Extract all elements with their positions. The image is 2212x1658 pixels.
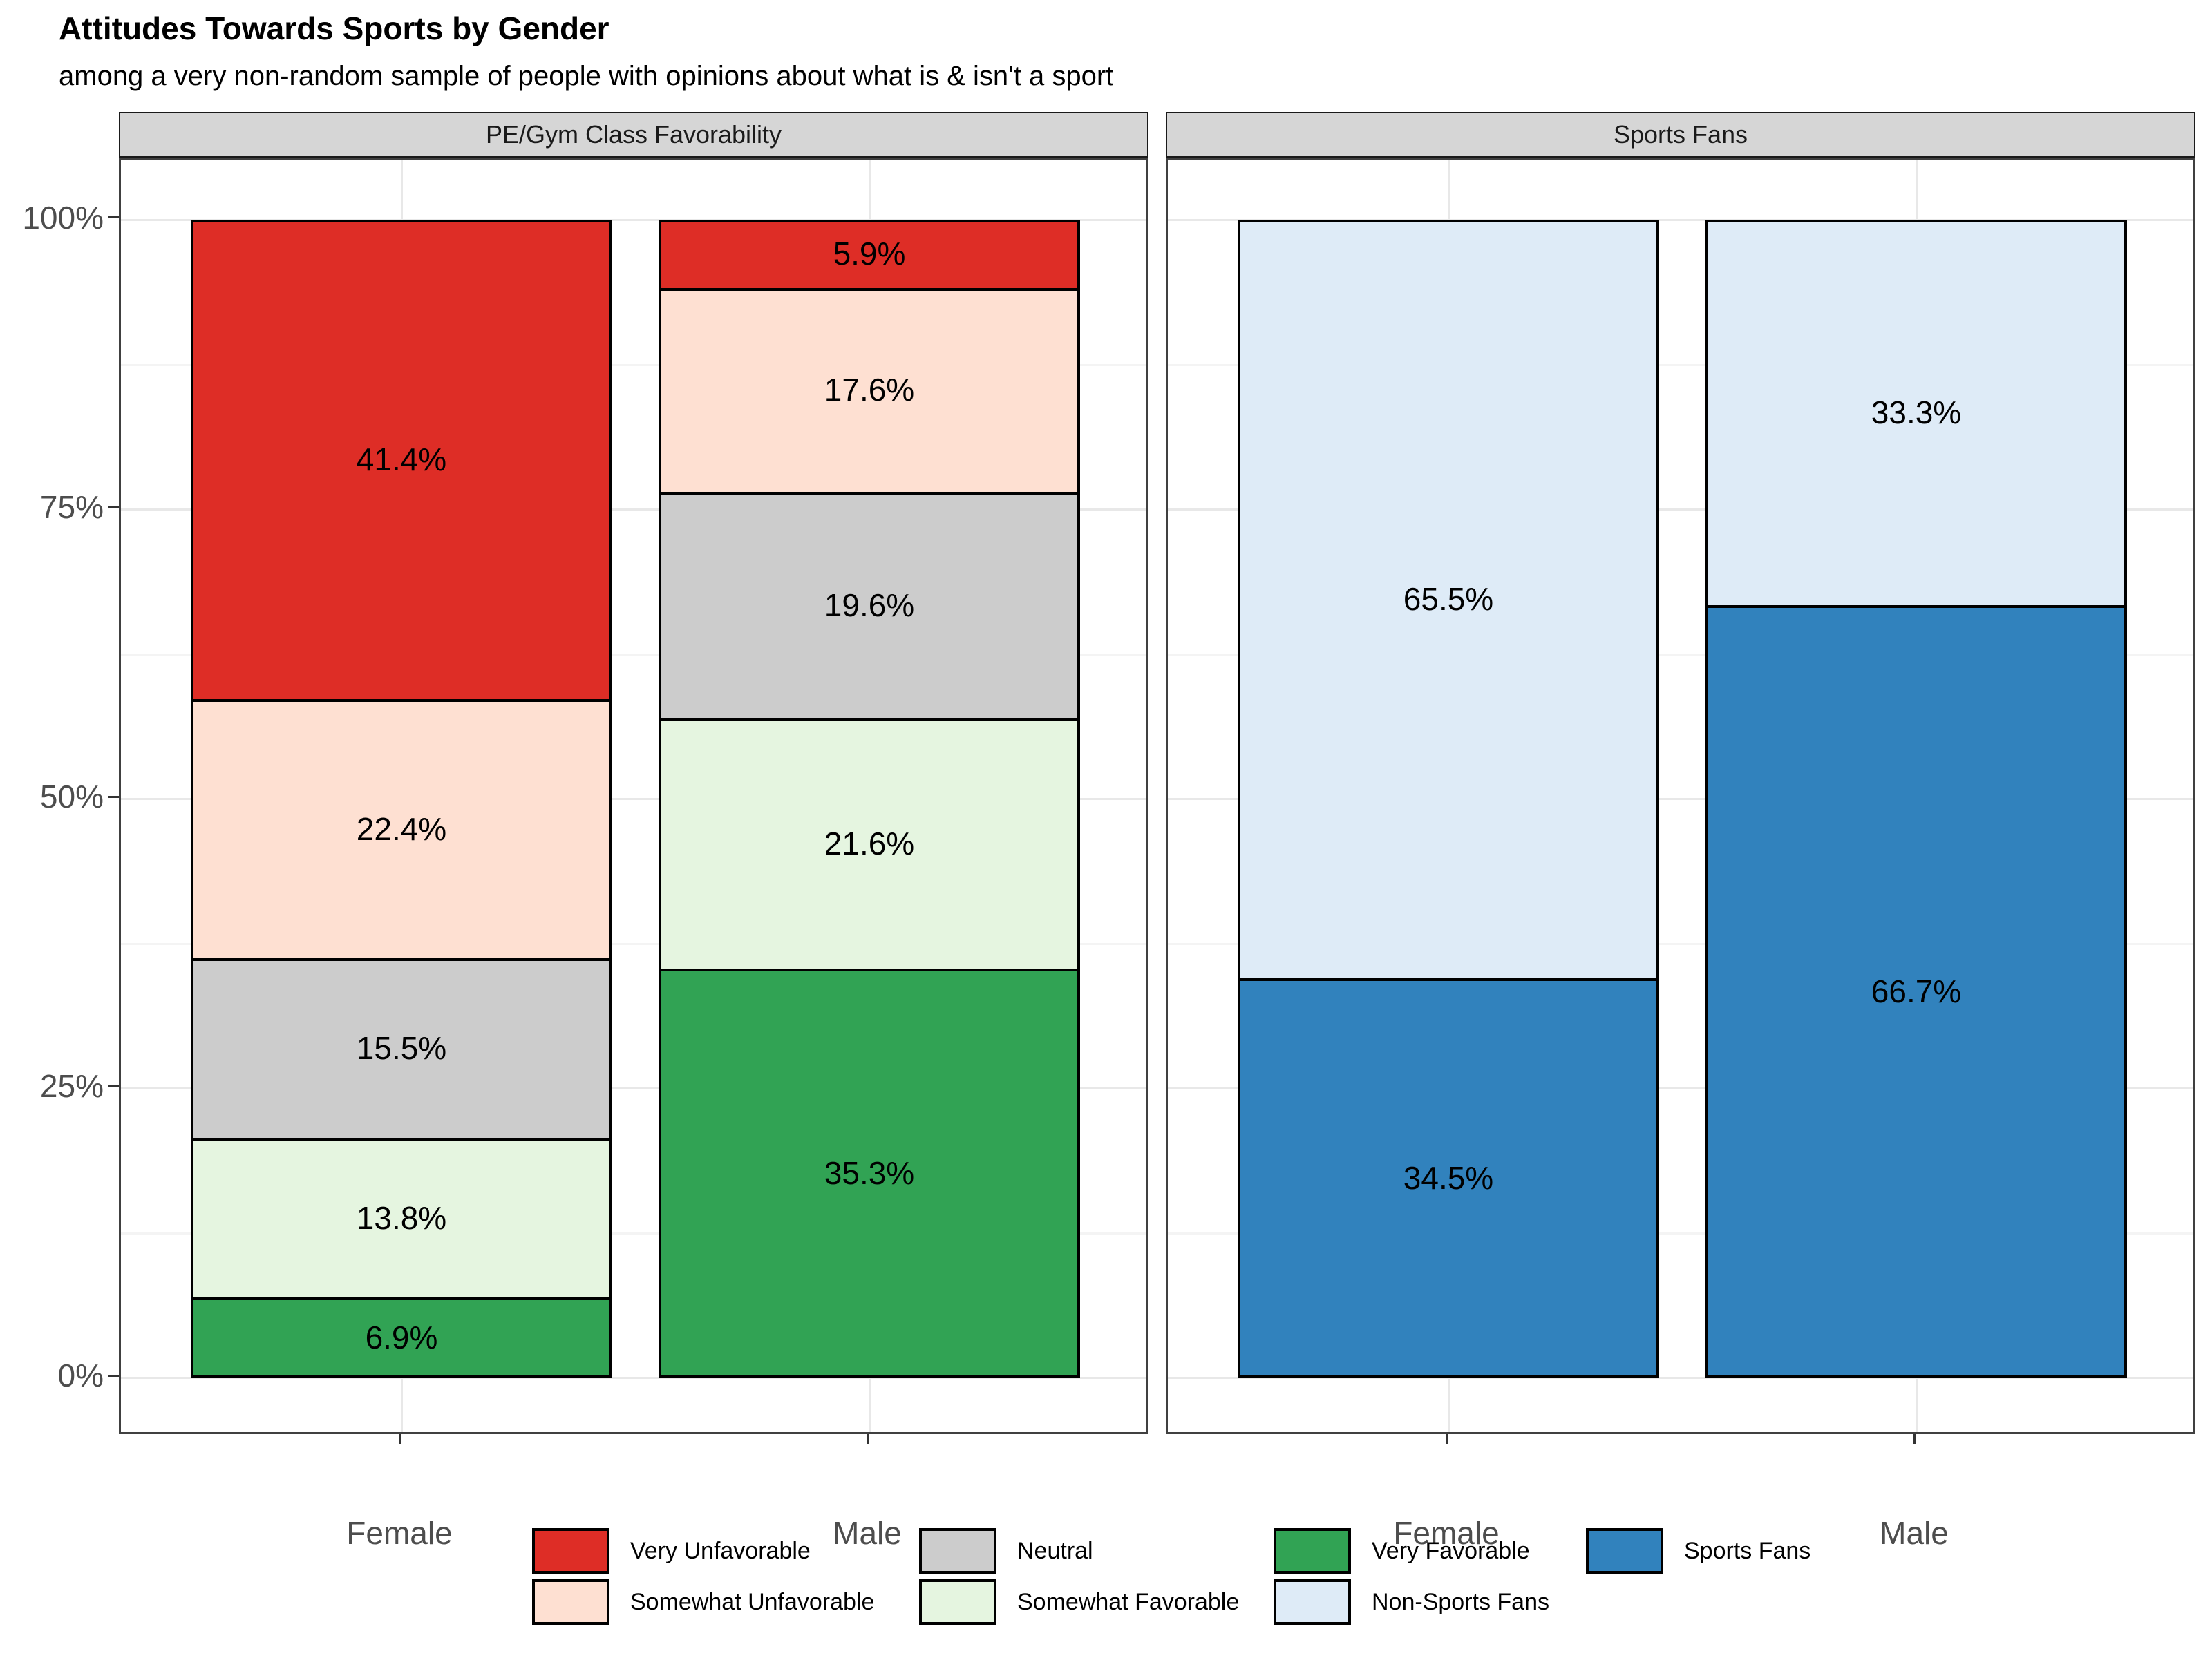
gridline-major: [1168, 798, 2193, 800]
bar-segment: [191, 1138, 612, 1297]
gridline-minor: [1168, 653, 2193, 656]
x-axis-tick: [1913, 1434, 1916, 1444]
bar-segment-label: 65.5%: [1403, 581, 1494, 617]
y-axis-tick: [108, 796, 119, 798]
gridline-major: [1168, 508, 2193, 511]
legend-key: [1274, 1579, 1351, 1625]
gridline-minor: [121, 1232, 1146, 1235]
bar-segment: [1238, 978, 1659, 1378]
bar-segment-label: 35.3%: [824, 1155, 915, 1191]
legend-label: Non-Sports Fans: [1372, 1589, 1549, 1615]
legend-key: [919, 1579, 996, 1625]
facet-strip-label: PE/Gym Class Favorability: [485, 120, 782, 149]
legend-key: [532, 1528, 609, 1574]
gridline-major: [121, 1377, 1146, 1379]
gridline-major: [121, 798, 1146, 800]
y-axis-tick: [108, 506, 119, 508]
bar-segment: [659, 718, 1080, 969]
bar-segment-label: 66.7%: [1871, 973, 1962, 1009]
y-axis-tick: [108, 1085, 119, 1087]
bar-segment: [1705, 220, 2127, 605]
facet-panel-pe-gym-class-favorability: 6.9% 13.8% 15.5% 22.4% 41.4% 35.3% 21.6% 19.6% 1…: [119, 158, 1148, 1434]
bar-segment-label: 6.9%: [365, 1319, 438, 1355]
gridline-major: [1168, 1087, 2193, 1089]
bar-segment-label: 22.4%: [356, 811, 447, 847]
y-axis-tick: [108, 1375, 119, 1377]
gridline-minor: [1168, 363, 2193, 366]
y-axis-tick-label: 50%: [39, 779, 104, 814]
x-axis-tick-label: Female: [346, 1515, 453, 1551]
x-axis-tick-label: Male: [1880, 1515, 1949, 1551]
facet-strip-pe-gym-class-favorability: PE/Gym Class Favorability: [119, 112, 1148, 158]
chart-subtitle: among a very non-random sample of people…: [59, 61, 1114, 91]
bar-segment-label: 19.6%: [824, 587, 915, 623]
bar-segment-label: 15.5%: [356, 1030, 447, 1066]
gridline-major: [1168, 219, 2193, 221]
bar-segment: [191, 1297, 612, 1378]
facet-panel-sports-fans: 34.5% 65.5% 66.7% 33.3%: [1166, 158, 2195, 1434]
bar-segment: [659, 220, 1080, 288]
legend-key: [1274, 1528, 1351, 1574]
chart-title: Attitudes Towards Sports by Gender: [59, 10, 609, 46]
legend-label: Somewhat Unfavorable: [630, 1589, 875, 1615]
bar-segment-label: 13.8%: [356, 1200, 447, 1236]
gridline-major: [121, 1087, 1146, 1089]
legend-key: [1586, 1528, 1663, 1574]
gridline-major: [1168, 1377, 2193, 1379]
bar-segment-label: 33.3%: [1871, 394, 1962, 430]
bar-segment: [1705, 605, 2127, 1378]
gridline-minor: [121, 942, 1146, 945]
y-axis-tick: [108, 216, 119, 218]
x-axis-tick: [867, 1434, 869, 1444]
gridline-minor: [121, 653, 1146, 656]
bar-segment: [659, 969, 1080, 1378]
y-axis-tick-label: 75%: [39, 489, 104, 525]
bar-segment: [191, 699, 612, 958]
gridline-major: [121, 508, 1146, 511]
bar-segment-label: 21.6%: [824, 826, 915, 861]
x-axis-tick: [399, 1434, 401, 1444]
x-axis-tick-label: Male: [833, 1515, 902, 1551]
legend-label: Sports Fans: [1684, 1538, 1811, 1564]
legend-key: [919, 1528, 996, 1574]
legend-label: Very Unfavorable: [630, 1538, 811, 1564]
legend-label: Very Favorable: [1372, 1538, 1530, 1564]
x-axis-tick: [1446, 1434, 1448, 1444]
legend-label: Neutral: [1017, 1538, 1093, 1564]
bar-segment: [1238, 220, 1659, 978]
bar-segment: [659, 288, 1080, 492]
bar-segment-label: 34.5%: [1403, 1160, 1494, 1196]
bar-segment-label: 5.9%: [833, 236, 906, 271]
y-axis-tick-label: 0%: [57, 1357, 104, 1393]
bar-segment: [191, 958, 612, 1138]
gridline-major: [121, 219, 1146, 221]
facet-strip-sports-fans: Sports Fans: [1166, 112, 2195, 158]
bar-segment: [659, 492, 1080, 718]
bar-segment: [191, 220, 612, 699]
legend-label: Somewhat Favorable: [1017, 1589, 1240, 1615]
y-axis-tick-label: 100%: [22, 200, 104, 236]
gridline-minor: [121, 363, 1146, 366]
y-axis-tick-label: 25%: [39, 1068, 104, 1104]
facet-strip-label: Sports Fans: [1613, 120, 1748, 149]
legend-key: [532, 1579, 609, 1625]
gridline-minor: [1168, 942, 2193, 945]
x-axis-tick-label: Female: [1393, 1515, 1500, 1551]
bar-segment-label: 17.6%: [824, 372, 915, 408]
bar-segment-label: 41.4%: [356, 441, 447, 477]
gridline-minor: [1168, 1232, 2193, 1235]
